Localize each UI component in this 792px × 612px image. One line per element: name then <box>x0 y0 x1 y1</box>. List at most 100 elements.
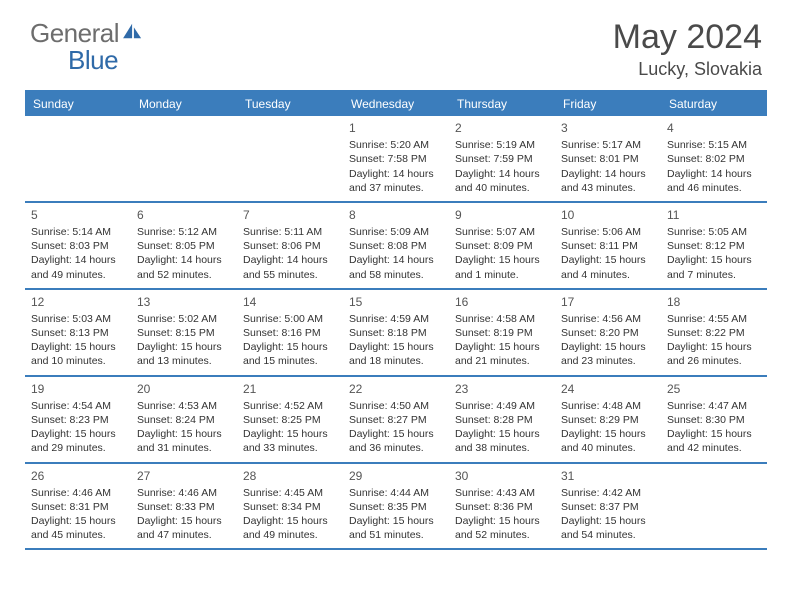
day-number: 17 <box>561 294 655 310</box>
day-number: 15 <box>349 294 443 310</box>
day-cell: 2Sunrise: 5:19 AMSunset: 7:59 PMDaylight… <box>449 116 555 201</box>
sunrise-text: Sunrise: 4:42 AM <box>561 486 655 500</box>
day-number: 8 <box>349 207 443 223</box>
day-cell: 23Sunrise: 4:49 AMSunset: 8:28 PMDayligh… <box>449 377 555 462</box>
sunset-text: Sunset: 8:29 PM <box>561 413 655 427</box>
sunset-text: Sunset: 8:06 PM <box>243 239 337 253</box>
week-row: 26Sunrise: 4:46 AMSunset: 8:31 PMDayligh… <box>25 464 767 551</box>
sunrise-text: Sunrise: 5:17 AM <box>561 138 655 152</box>
day-cell: 27Sunrise: 4:46 AMSunset: 8:33 PMDayligh… <box>131 464 237 549</box>
day-number: 3 <box>561 120 655 136</box>
day-cell: 22Sunrise: 4:50 AMSunset: 8:27 PMDayligh… <box>343 377 449 462</box>
day-number: 10 <box>561 207 655 223</box>
calendar: SundayMondayTuesdayWednesdayThursdayFrid… <box>25 90 767 550</box>
sunrise-text: Sunrise: 4:58 AM <box>455 312 549 326</box>
sunrise-text: Sunrise: 5:03 AM <box>31 312 125 326</box>
day-number: 5 <box>31 207 125 223</box>
day-cell: 5Sunrise: 5:14 AMSunset: 8:03 PMDaylight… <box>25 203 131 288</box>
sunrise-text: Sunrise: 4:43 AM <box>455 486 549 500</box>
weekday-cell: Monday <box>131 92 237 116</box>
sunset-text: Sunset: 8:30 PM <box>667 413 761 427</box>
week-row: 19Sunrise: 4:54 AMSunset: 8:23 PMDayligh… <box>25 377 767 464</box>
sunrise-text: Sunrise: 5:11 AM <box>243 225 337 239</box>
weekday-cell: Sunday <box>25 92 131 116</box>
day-number: 19 <box>31 381 125 397</box>
day-cell: 16Sunrise: 4:58 AMSunset: 8:19 PMDayligh… <box>449 290 555 375</box>
day-number: 13 <box>137 294 231 310</box>
sunrise-text: Sunrise: 4:52 AM <box>243 399 337 413</box>
day-number: 1 <box>349 120 443 136</box>
day-cell: 15Sunrise: 4:59 AMSunset: 8:18 PMDayligh… <box>343 290 449 375</box>
day-cell: 14Sunrise: 5:00 AMSunset: 8:16 PMDayligh… <box>237 290 343 375</box>
sunset-text: Sunset: 8:31 PM <box>31 500 125 514</box>
sunset-text: Sunset: 8:11 PM <box>561 239 655 253</box>
day-number: 6 <box>137 207 231 223</box>
day-cell: 17Sunrise: 4:56 AMSunset: 8:20 PMDayligh… <box>555 290 661 375</box>
day-cell: 24 Sunrise: 4:48 AMSunset: 8:29 PMDayligh… <box>555 377 661 462</box>
logo-sail-icon <box>121 22 145 45</box>
daylight-text: Daylight: 15 hours and 31 minutes. <box>137 427 231 455</box>
day-cell-empty <box>661 464 767 549</box>
week-row: 1Sunrise: 5:20 AMSunset: 7:58 PMDaylight… <box>25 116 767 203</box>
day-cell-empty <box>25 116 131 201</box>
sunset-text: Sunset: 7:58 PM <box>349 152 443 166</box>
sunset-text: Sunset: 8:19 PM <box>455 326 549 340</box>
sunset-text: Sunset: 8:08 PM <box>349 239 443 253</box>
day-cell: 4Sunrise: 5:15 AMSunset: 8:02 PMDaylight… <box>661 116 767 201</box>
day-cell: 31Sunrise: 4:42 AMSunset: 8:37 PMDayligh… <box>555 464 661 549</box>
location: Lucky, Slovakia <box>613 59 762 80</box>
day-number: 18 <box>667 294 761 310</box>
day-number: 24 <box>561 381 655 397</box>
daylight-text: Daylight: 15 hours and 13 minutes. <box>137 340 231 368</box>
daylight-text: Daylight: 14 hours and 43 minutes. <box>561 167 655 195</box>
daylight-text: Daylight: 15 hours and 33 minutes. <box>243 427 337 455</box>
day-number: 4 <box>667 120 761 136</box>
daylight-text: Daylight: 15 hours and 10 minutes. <box>31 340 125 368</box>
day-cell: 28Sunrise: 4:45 AMSunset: 8:34 PMDayligh… <box>237 464 343 549</box>
sunset-text: Sunset: 8:36 PM <box>455 500 549 514</box>
weekday-cell: Thursday <box>449 92 555 116</box>
daylight-text: Daylight: 14 hours and 40 minutes. <box>455 167 549 195</box>
daylight-text: Daylight: 14 hours and 58 minutes. <box>349 253 443 281</box>
sunset-text: Sunset: 8:16 PM <box>243 326 337 340</box>
daylight-text: Daylight: 15 hours and 45 minutes. <box>31 514 125 542</box>
sunrise-text: Sunrise: 5:15 AM <box>667 138 761 152</box>
sunset-text: Sunset: 8:02 PM <box>667 152 761 166</box>
sunset-text: Sunset: 8:20 PM <box>561 326 655 340</box>
sunrise-text: Sunrise: 4:46 AM <box>137 486 231 500</box>
day-cell: 12Sunrise: 5:03 AMSunset: 8:13 PMDayligh… <box>25 290 131 375</box>
day-cell: 20Sunrise: 4:53 AMSunset: 8:24 PMDayligh… <box>131 377 237 462</box>
daylight-text: Daylight: 15 hours and 29 minutes. <box>31 427 125 455</box>
sunset-text: Sunset: 8:15 PM <box>137 326 231 340</box>
day-number: 7 <box>243 207 337 223</box>
sunset-text: Sunset: 8:18 PM <box>349 326 443 340</box>
day-cell: 19Sunrise: 4:54 AMSunset: 8:23 PMDayligh… <box>25 377 131 462</box>
day-cell: 1Sunrise: 5:20 AMSunset: 7:58 PMDaylight… <box>343 116 449 201</box>
sunrise-text: Sunrise: 4:56 AM <box>561 312 655 326</box>
sunrise-text: Sunrise: 5:14 AM <box>31 225 125 239</box>
weekday-cell: Saturday <box>661 92 767 116</box>
day-number: 21 <box>243 381 337 397</box>
day-number: 23 <box>455 381 549 397</box>
sunrise-text: Sunrise: 4:47 AM <box>667 399 761 413</box>
day-number: 20 <box>137 381 231 397</box>
daylight-text: Daylight: 14 hours and 55 minutes. <box>243 253 337 281</box>
weeks-container: 1Sunrise: 5:20 AMSunset: 7:58 PMDaylight… <box>25 116 767 550</box>
daylight-text: Daylight: 15 hours and 1 minute. <box>455 253 549 281</box>
daylight-text: Daylight: 15 hours and 42 minutes. <box>667 427 761 455</box>
sunrise-text: Sunrise: 5:12 AM <box>137 225 231 239</box>
sunrise-text: Sunrise: 5:06 AM <box>561 225 655 239</box>
day-number: 28 <box>243 468 337 484</box>
header: GeneralBlue May 2024 Lucky, Slovakia <box>0 0 792 84</box>
sunset-text: Sunset: 7:59 PM <box>455 152 549 166</box>
week-row: 5Sunrise: 5:14 AMSunset: 8:03 PMDaylight… <box>25 203 767 290</box>
sunrise-text: Sunrise: 4:48 AM <box>561 399 655 413</box>
daylight-text: Daylight: 15 hours and 18 minutes. <box>349 340 443 368</box>
day-number: 27 <box>137 468 231 484</box>
daylight-text: Daylight: 15 hours and 40 minutes. <box>561 427 655 455</box>
day-cell-empty <box>237 116 343 201</box>
sunrise-text: Sunrise: 4:50 AM <box>349 399 443 413</box>
sunset-text: Sunset: 8:27 PM <box>349 413 443 427</box>
day-cell: 30Sunrise: 4:43 AMSunset: 8:36 PMDayligh… <box>449 464 555 549</box>
day-number: 30 <box>455 468 549 484</box>
